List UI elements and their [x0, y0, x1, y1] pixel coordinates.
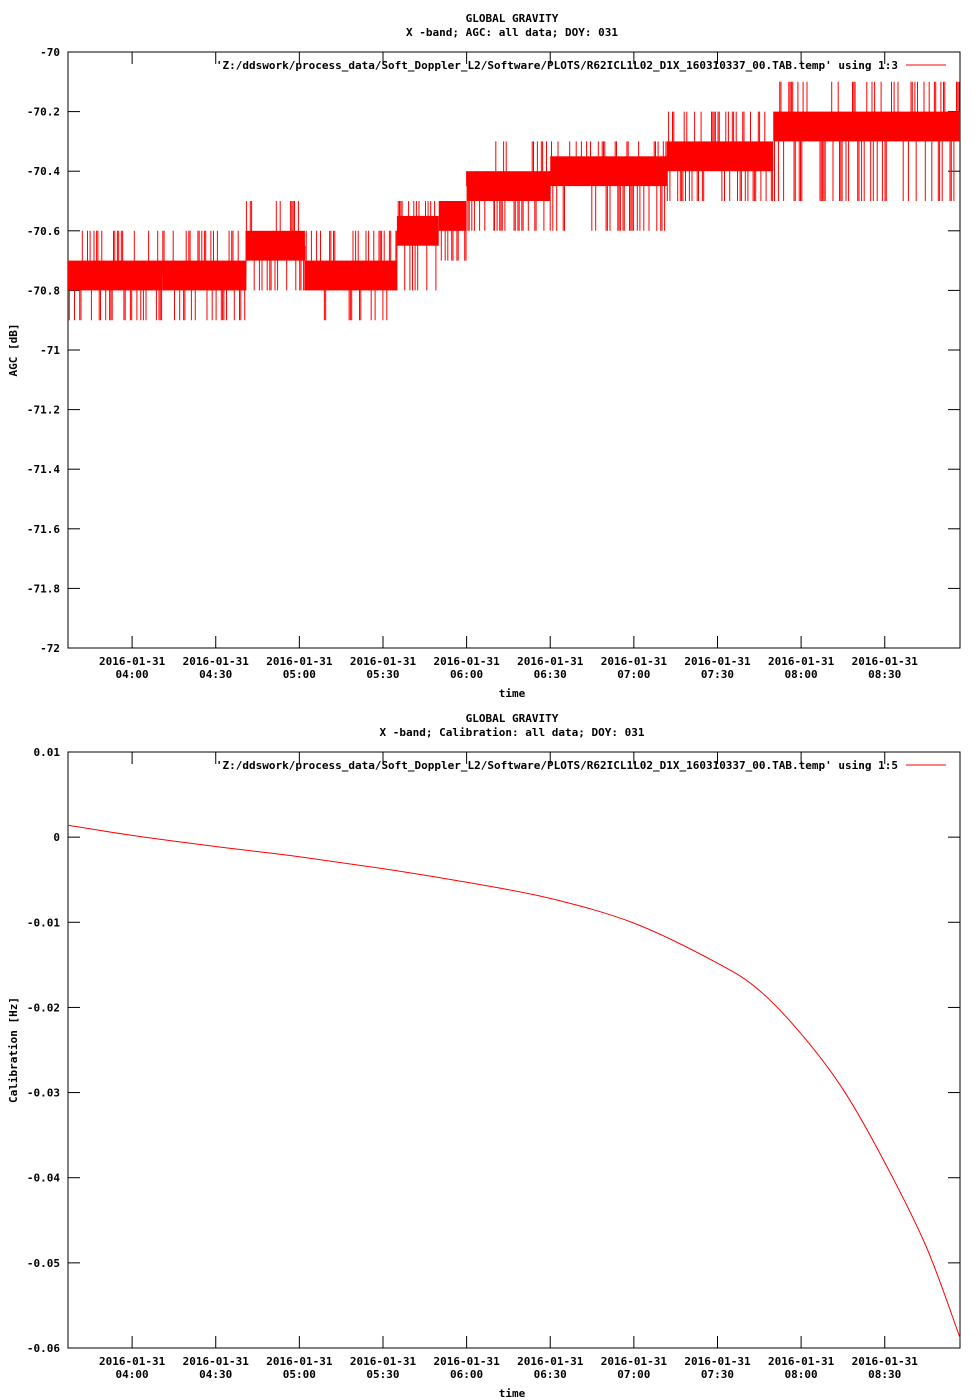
y-tick-label: -71.4 [27, 463, 60, 476]
y-tick-label: -70.2 [27, 106, 60, 119]
x-tick-time: 07:30 [701, 1368, 734, 1381]
agc-band-9 [550, 156, 668, 187]
x-tick-time: 05:00 [283, 1368, 316, 1381]
y-tick-label: -71 [40, 344, 60, 357]
x-tick-date: 2016-01-31 [183, 655, 250, 668]
x-axis-label: time [499, 687, 526, 700]
y-tick-label: 0 [53, 831, 60, 844]
agc-noise-7 [466, 171, 495, 231]
x-tick-time: 05:00 [283, 668, 316, 681]
x-tick-time: 04:30 [199, 668, 232, 681]
y-tick-label: -0.02 [27, 1001, 60, 1014]
x-tick-date: 2016-01-31 [601, 655, 668, 668]
calibration-line [67, 824, 961, 1338]
x-tick-date: 2016-01-31 [99, 655, 166, 668]
agc-noise-6 [440, 201, 467, 261]
agc-noise-8 [494, 141, 547, 231]
x-tick-time: 08:00 [785, 1368, 818, 1381]
chart-title: GLOBAL GRAVITY [466, 12, 559, 25]
agc-noise-9 [549, 141, 668, 231]
y-tick-label: -0.03 [27, 1087, 60, 1100]
x-tick-date: 2016-01-31 [433, 1355, 500, 1368]
agc-noise-3 [245, 201, 306, 291]
x-tick-date: 2016-01-31 [266, 1355, 333, 1368]
x-tick-time: 06:00 [450, 668, 483, 681]
x-tick-date: 2016-01-31 [684, 1355, 751, 1368]
x-tick-time: 06:00 [450, 1368, 483, 1381]
agc-noise-4 [305, 230, 397, 321]
y-axis-label: AGC [dB] [7, 324, 20, 377]
y-tick-label: -70.8 [27, 284, 60, 297]
y-tick-label: 0.01 [34, 746, 61, 759]
y-tick-label: -70.4 [27, 165, 60, 178]
x-tick-date: 2016-01-31 [266, 655, 333, 668]
agc-noise-5 [396, 201, 437, 291]
x-tick-time: 07:30 [701, 668, 734, 681]
x-tick-date: 2016-01-31 [350, 655, 417, 668]
x-tick-time: 04:00 [116, 1368, 149, 1381]
agc-noise-10 [666, 111, 774, 201]
agc-band-8 [494, 171, 551, 201]
x-tick-time: 07:00 [617, 668, 650, 681]
x-tick-time: 07:00 [617, 1368, 650, 1381]
agc-band-3 [246, 230, 305, 261]
legend-label: 'Z:/ddswork/process_data/Soft_Doppler_L2… [216, 59, 898, 72]
x-tick-date: 2016-01-31 [852, 655, 919, 668]
x-axis-label: time [499, 1387, 526, 1400]
agc-noise-1 [68, 230, 163, 321]
y-tick-label: -71.8 [27, 582, 60, 595]
y-tick-label: -0.01 [27, 916, 60, 929]
x-tick-time: 08:30 [868, 668, 901, 681]
y-tick-label: -70.6 [27, 225, 60, 238]
x-tick-time: 05:30 [366, 1368, 399, 1381]
agc-band-7 [466, 171, 495, 201]
x-tick-time: 08:30 [868, 1368, 901, 1381]
x-tick-date: 2016-01-31 [517, 655, 584, 668]
x-tick-date: 2016-01-31 [99, 1355, 166, 1368]
x-tick-time: 05:30 [366, 668, 399, 681]
y-tick-label: -0.04 [27, 1172, 60, 1185]
x-tick-time: 04:00 [116, 668, 149, 681]
x-tick-date: 2016-01-31 [350, 1355, 417, 1368]
x-tick-date: 2016-01-31 [768, 1355, 835, 1368]
agc-noise-2 [162, 230, 247, 321]
x-tick-date: 2016-01-31 [852, 1355, 919, 1368]
chart-title: GLOBAL GRAVITY [466, 712, 559, 725]
y-tick-label: -0.06 [27, 1342, 60, 1355]
legend-label: 'Z:/ddswork/process_data/Soft_Doppler_L2… [216, 759, 898, 772]
agc-noise-11 [774, 81, 960, 201]
y-tick-label: -0.05 [27, 1257, 60, 1270]
x-tick-date: 2016-01-31 [684, 655, 751, 668]
y-axis-label: Calibration [Hz] [7, 997, 20, 1103]
chart-subtitle: X -band; Calibration: all data; DOY: 031 [380, 726, 645, 739]
plot-frame [67, 751, 961, 1349]
y-tick-label: -71.2 [27, 404, 60, 417]
x-tick-time: 06:30 [534, 1368, 567, 1381]
x-tick-date: 2016-01-31 [433, 655, 500, 668]
chart-subtitle: X -band; AGC: all data; DOY: 031 [406, 26, 618, 39]
x-tick-date: 2016-01-31 [183, 1355, 250, 1368]
y-tick-label: -71.6 [27, 523, 60, 536]
y-tick-label: -72 [40, 642, 60, 655]
x-tick-time: 06:30 [534, 668, 567, 681]
agc-band-1 [68, 260, 163, 291]
x-tick-time: 08:00 [785, 668, 818, 681]
y-tick-label: -70 [40, 46, 60, 59]
x-tick-date: 2016-01-31 [517, 1355, 584, 1368]
x-tick-time: 04:30 [199, 1368, 232, 1381]
x-tick-date: 2016-01-31 [768, 655, 835, 668]
x-tick-date: 2016-01-31 [601, 1355, 668, 1368]
